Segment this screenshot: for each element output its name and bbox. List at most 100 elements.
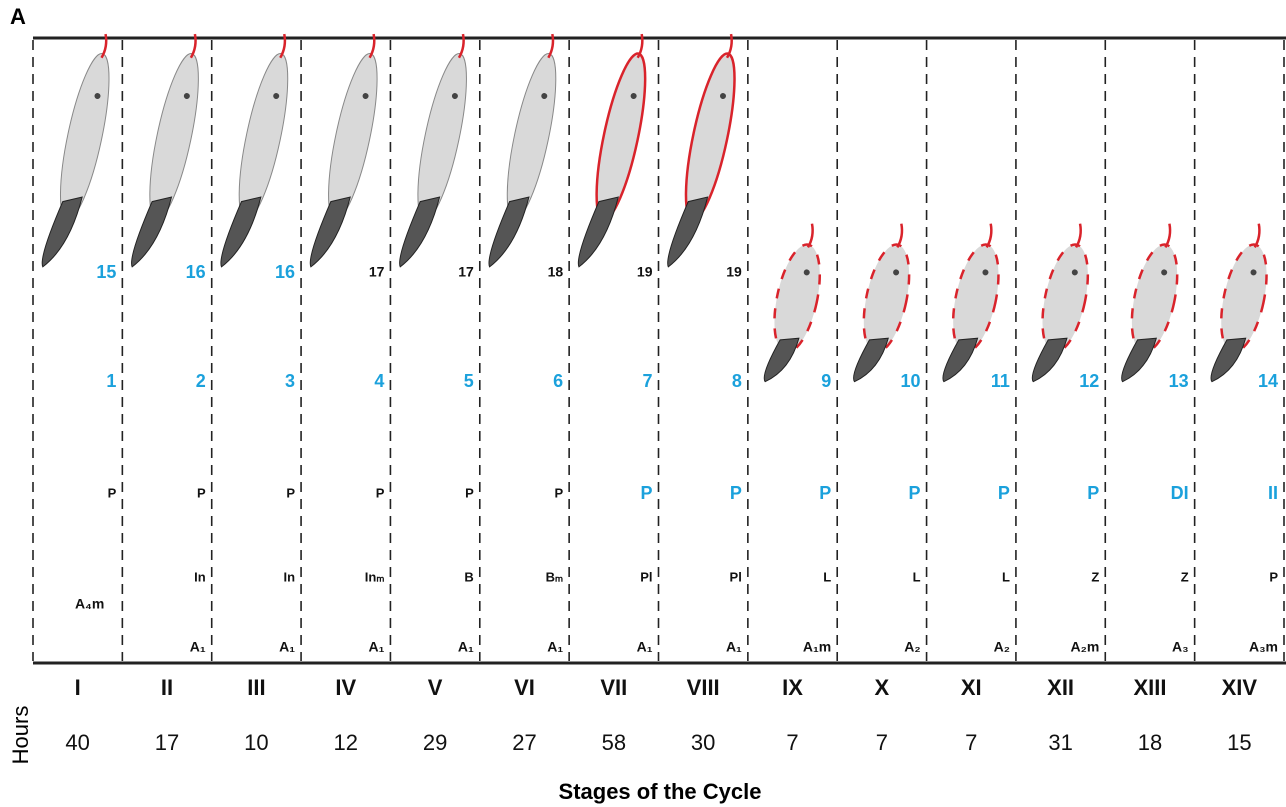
spermatid: [938, 220, 1011, 389]
hours-value: 7: [876, 730, 888, 755]
stage-label: X: [875, 675, 890, 700]
axis-title: Stages of the Cycle: [559, 779, 762, 804]
spermatid-step: 19: [726, 264, 742, 280]
hours-value: 10: [244, 730, 268, 755]
spermatid-part: [676, 50, 745, 223]
spermatogonia-label: A₁: [637, 639, 653, 655]
step-number: 5: [464, 371, 474, 391]
spermatid-part: [488, 192, 529, 272]
spermatocyte-label: P: [554, 485, 563, 500]
spermatocyte-label: P: [998, 483, 1010, 503]
spermatogonia-label: A₁: [726, 639, 742, 655]
spermatogonia-label: A₃: [1172, 639, 1189, 655]
spermatid-part: [942, 333, 978, 387]
hours-value: 30: [691, 730, 715, 755]
spermatogonia-label: A₁: [279, 639, 295, 655]
spermatocyte-label: P: [909, 483, 921, 503]
spermatid: [308, 31, 391, 274]
spermatocyte-label: P: [108, 485, 117, 500]
spermatid-step: 16: [186, 262, 206, 282]
hours-value: 18: [1138, 730, 1162, 755]
step-number: 1: [106, 371, 116, 391]
step-number: 12: [1079, 371, 1099, 391]
spermatid-part: [319, 50, 388, 223]
spermatid-part: [309, 192, 350, 272]
hours-value: 7: [965, 730, 977, 755]
spermatid-part: [497, 50, 566, 223]
spermatogonia-label: A₁: [458, 639, 474, 655]
spermatid: [576, 31, 659, 274]
early-spermatocyte-label: Bₘ: [546, 569, 564, 584]
early-spermatocyte-label: Z: [1181, 569, 1189, 584]
spermatocyte-label: P: [730, 483, 742, 503]
hours-value: 17: [155, 730, 179, 755]
spermatocyte-label: P: [197, 485, 206, 500]
hours-value: 31: [1048, 730, 1072, 755]
stage-label: XII: [1047, 675, 1074, 700]
early-spermatocyte-label: P: [1269, 569, 1278, 584]
step-number: 13: [1169, 371, 1189, 391]
spermatogonia-label: A₁m: [803, 639, 831, 655]
step-number: 2: [196, 371, 206, 391]
spermatid-part: [763, 333, 799, 387]
stage-label: I: [75, 675, 81, 700]
hours-value: 29: [423, 730, 447, 755]
spermatocyte-label: P: [465, 485, 474, 500]
spermatid-part: [1210, 333, 1246, 387]
spermatocyte-label: P: [640, 483, 652, 503]
step-number: 10: [901, 371, 921, 391]
spermatid-part: [587, 50, 656, 223]
step-number: 6: [553, 371, 563, 391]
spermatid-part: [398, 192, 439, 272]
spermatid: [665, 31, 748, 274]
early-spermatocyte-label: Z: [1091, 569, 1099, 584]
early-spermatocyte-label: L: [1002, 569, 1010, 584]
spermatocyte-label: P: [819, 483, 831, 503]
spermatogonia-label: A₂: [904, 639, 920, 655]
hours-value: 12: [334, 730, 358, 755]
hours-value: 15: [1227, 730, 1251, 755]
spermatogonia-label: A₂: [994, 639, 1010, 655]
early-spermatocyte-label: Pl: [640, 569, 652, 584]
early-spermatocyte-label: In: [194, 569, 206, 584]
early-spermatocyte-label: In: [284, 569, 296, 584]
spermatocyte-label: DI: [1171, 483, 1189, 503]
spermatid: [849, 220, 922, 389]
spermatogonia-label: A₁: [190, 639, 206, 655]
step-number: 3: [285, 371, 295, 391]
spermatid: [1027, 220, 1100, 389]
spermatid-step: 17: [369, 264, 385, 280]
step-number: 4: [374, 371, 384, 391]
hours-value: 58: [602, 730, 626, 755]
stage-label: II: [161, 675, 173, 700]
spermatid-part: [1031, 333, 1067, 387]
spermatid-part: [577, 192, 618, 272]
spermatid-part: [130, 192, 171, 272]
spermatid: [40, 31, 123, 274]
spermatid-step: 16: [275, 262, 295, 282]
hours-value: 40: [65, 730, 89, 755]
spermatocyte-label: II: [1268, 483, 1278, 503]
step-number: 7: [642, 371, 652, 391]
hours-value: 7: [786, 730, 798, 755]
step-number: 11: [991, 371, 1010, 391]
step-number: 8: [732, 371, 742, 391]
spermatogonia-label: A₁: [547, 639, 563, 655]
hours-label: Hours: [8, 706, 33, 765]
spermatogonia-label: A₃m: [1249, 639, 1278, 655]
spermatid: [1117, 220, 1190, 389]
early-spermatocyte-label: L: [913, 569, 921, 584]
spermatogonia-label: A₄m: [75, 596, 104, 612]
stage-label: XIII: [1133, 675, 1166, 700]
spermatid-step: 17: [458, 264, 474, 280]
spermatid: [487, 31, 570, 274]
spermatocyte-label: P: [376, 485, 385, 500]
spermatid-step: 15: [96, 262, 116, 282]
page: A Hours Stages of the Cycle 151PA₄mI4016…: [0, 0, 1286, 807]
spermatid-part: [140, 50, 209, 223]
step-number: 9: [821, 371, 831, 391]
early-spermatocyte-label: L: [823, 569, 831, 584]
stage-label: V: [428, 675, 443, 700]
spermatid-step: 19: [637, 264, 653, 280]
spermatid-part: [229, 50, 298, 223]
